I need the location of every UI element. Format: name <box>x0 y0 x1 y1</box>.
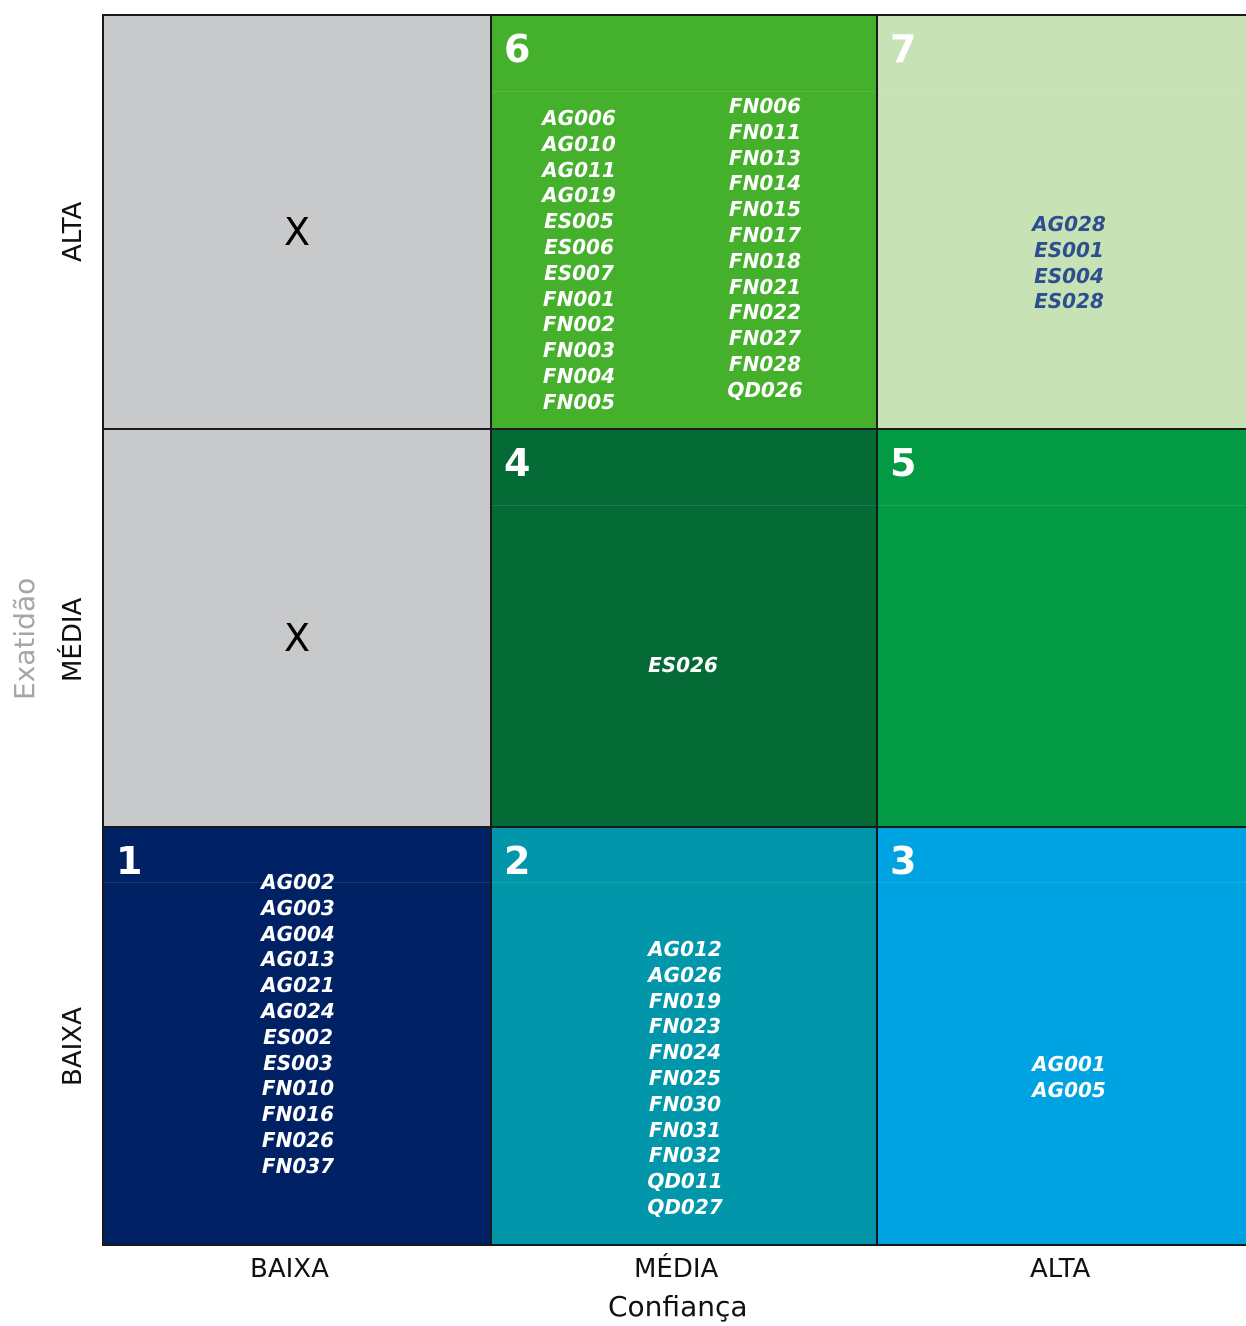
code-item: FN001 <box>542 286 616 311</box>
code-item: FN017 <box>728 222 802 247</box>
cell-media-baixa: X <box>102 430 492 828</box>
cell-5-media-alta: 5 <box>878 430 1246 828</box>
code-list: AG012 AG026 FN019 FN023 FN024 FN025 FN03… <box>634 937 736 1221</box>
x-axis-title: Confiança <box>608 1290 748 1323</box>
y-axis-title: Exatidão <box>8 577 41 700</box>
code-item: ES026 <box>648 653 718 677</box>
code-item: ES007 <box>544 260 614 285</box>
matrix-grid: X 6 AG006 AG010 AG011 AG019 ES005 ES006 … <box>102 14 1246 1246</box>
code-item: FN003 <box>542 338 616 363</box>
cell-number: 7 <box>890 27 917 71</box>
code-item: AG024 <box>261 998 335 1023</box>
code-item: FN025 <box>648 1065 722 1090</box>
code-item: FN018 <box>728 248 802 273</box>
code-item: FN004 <box>542 363 616 388</box>
code-item: AG026 <box>648 962 722 987</box>
cell-number: 1 <box>116 839 143 883</box>
cell-1-baixa-baixa: 1 AG002 AG003 AG004 AG013 AG021 AG024 ES… <box>102 828 492 1246</box>
code-item: FN010 <box>261 1076 335 1101</box>
code-item: FN032 <box>648 1143 722 1168</box>
cell-number: 3 <box>890 839 917 883</box>
cell-7-alta-alta: 7 AG028 ES001 ES004 ES028 <box>878 14 1246 430</box>
x-tick-media: MÉDIA <box>634 1254 719 1284</box>
cell-3-baixa-alta: 3 AG001 AG005 <box>878 828 1246 1246</box>
code-item: FN002 <box>542 312 616 337</box>
code-list: AG028 ES001 ES004 ES028 <box>1018 212 1120 315</box>
code-item: AG013 <box>261 947 335 972</box>
y-tick-baixa: BAIXA <box>58 1007 88 1086</box>
code-item: FN015 <box>728 197 802 222</box>
cell-6-alta-media: 6 AG006 AG010 AG011 AG019 ES005 ES006 ES… <box>492 14 878 430</box>
code-item: FN021 <box>728 274 802 299</box>
code-item: ES001 <box>1034 237 1104 262</box>
code-item: AG021 <box>261 973 335 998</box>
code-item: AG011 <box>542 157 616 182</box>
code-item: FN026 <box>261 1127 335 1152</box>
code-item: AG003 <box>261 895 335 920</box>
code-item: ES004 <box>1034 263 1104 288</box>
x-tick-alta: ALTA <box>1030 1254 1091 1284</box>
code-item: FN030 <box>648 1091 722 1116</box>
code-item: ES005 <box>544 209 614 234</box>
cell-alta-baixa: X <box>102 14 492 430</box>
code-list: AG001 AG005 <box>1018 1052 1120 1104</box>
x-tick-baixa: BAIXA <box>250 1254 329 1284</box>
code-item: AG006 <box>542 106 616 130</box>
code-item: FN019 <box>648 988 722 1013</box>
code-item: AG012 <box>648 937 722 961</box>
code-item: AG005 <box>1032 1077 1106 1102</box>
code-item: FN028 <box>728 351 802 376</box>
code-item: FN024 <box>648 1040 722 1065</box>
code-item: AG002 <box>261 870 335 894</box>
cell-number: 5 <box>890 441 917 485</box>
y-tick-alta: ALTA <box>58 201 88 262</box>
code-item: FN014 <box>728 171 802 196</box>
cell-number: 6 <box>504 27 531 71</box>
code-list: AG002 AG003 AG004 AG013 AG021 AG024 ES00… <box>247 870 349 1180</box>
y-tick-media: MÉDIA <box>58 597 88 682</box>
code-item: AG019 <box>542 183 616 208</box>
code-item: QD027 <box>647 1194 723 1219</box>
code-item: FN016 <box>261 1102 335 1127</box>
code-item: FN027 <box>728 326 802 351</box>
cell-2-baixa-media: 2 AG012 AG026 FN019 FN023 FN024 FN025 FN… <box>492 828 878 1246</box>
code-item: ES006 <box>544 234 614 259</box>
code-item: ES002 <box>263 1024 333 1049</box>
code-item: AG028 <box>1032 212 1106 236</box>
cell-number: 2 <box>504 839 531 883</box>
code-item: ES028 <box>1034 289 1104 314</box>
code-item: FN037 <box>261 1153 335 1178</box>
code-item: AG004 <box>261 921 335 946</box>
code-item: AG010 <box>542 131 616 156</box>
code-item: ES003 <box>263 1050 333 1075</box>
cell-4-media-media: 4 ES026 <box>492 430 878 828</box>
code-item: FN005 <box>542 389 616 414</box>
code-item: FN031 <box>648 1117 722 1142</box>
code-item: FN013 <box>728 145 802 170</box>
code-item: FN023 <box>648 1014 722 1039</box>
code-item: AG001 <box>1032 1052 1106 1076</box>
code-item: QD011 <box>647 1169 723 1194</box>
cell-number: 4 <box>504 441 531 485</box>
cross-mark: X <box>283 210 311 254</box>
cross-mark: X <box>283 616 311 660</box>
code-list-right: FN006 FN011 FN013 FN014 FN015 FN017 FN01… <box>714 94 816 404</box>
code-item: FN011 <box>728 119 802 144</box>
code-list-left: AG006 AG010 AG011 AG019 ES005 ES006 ES00… <box>528 106 630 416</box>
code-list: ES026 <box>632 653 734 679</box>
code-item: FN006 <box>728 94 802 118</box>
code-item: QD026 <box>727 377 803 402</box>
code-item: FN022 <box>728 300 802 325</box>
